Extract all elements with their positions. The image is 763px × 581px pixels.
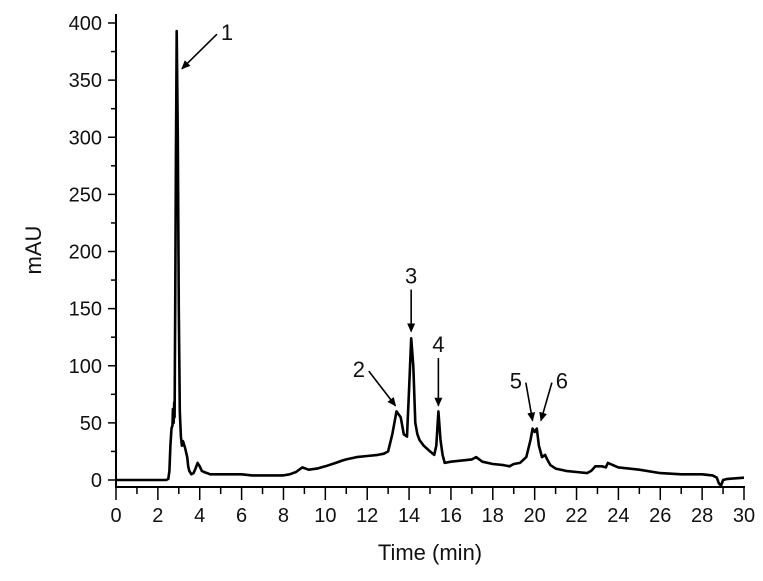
x-tick-label: 28	[691, 505, 713, 527]
x-tick-label: 20	[524, 505, 546, 527]
x-tick-label: 10	[314, 505, 336, 527]
y-tick-label: 150	[69, 299, 102, 321]
peak-arrow-6	[539, 382, 553, 422]
peak-arrow-1	[181, 33, 218, 70]
x-tick-label: 12	[356, 505, 378, 527]
y-tick-label: 200	[69, 242, 102, 264]
y-tick-label: 50	[80, 413, 102, 435]
x-tick-label: 0	[110, 505, 121, 527]
x-tick-label: 2	[152, 505, 163, 527]
x-tick-label: 16	[440, 505, 462, 527]
x-tick-label: 26	[649, 505, 671, 527]
x-tick-label: 18	[482, 505, 504, 527]
x-tick-label: 4	[194, 505, 205, 527]
y-ticks: 0 50 100 150 200 250 300 350 400	[69, 13, 116, 492]
peak-label-4: 4	[432, 332, 444, 357]
y-tick-label: 300	[69, 127, 102, 149]
peak-label-5: 5	[510, 369, 522, 394]
y-tick-label: 350	[69, 70, 102, 92]
peak-arrow-2	[368, 370, 397, 407]
y-axis-title: mAU	[21, 226, 46, 275]
x-tick-label: 30	[733, 505, 755, 527]
x-tick-label: 6	[236, 505, 247, 527]
peak-label-3: 3	[405, 263, 417, 288]
chromatogram-trace	[116, 29, 745, 487]
peak-arrow-5	[525, 382, 536, 422]
y-tick-label: 400	[69, 13, 102, 35]
x-tick-label: 8	[278, 505, 289, 527]
y-tick-label: 250	[69, 184, 102, 206]
y-tick-label: 0	[91, 470, 102, 492]
x-ticks: 0 2 4 6 8 10 12 14 16 18 20 22 24 26 28 30	[110, 487, 755, 527]
peak-label-2: 2	[353, 357, 365, 382]
x-axis-title: Time (min)	[378, 540, 482, 565]
peak-label-6: 6	[556, 369, 568, 394]
x-tick-label: 24	[607, 505, 629, 527]
y-tick-label: 100	[69, 356, 102, 378]
peak-label-1: 1	[221, 20, 233, 45]
x-tick-label: 22	[565, 505, 587, 527]
x-tick-label: 14	[398, 505, 420, 527]
peak-annotations: 1 2 3 4 5 6	[181, 20, 568, 422]
